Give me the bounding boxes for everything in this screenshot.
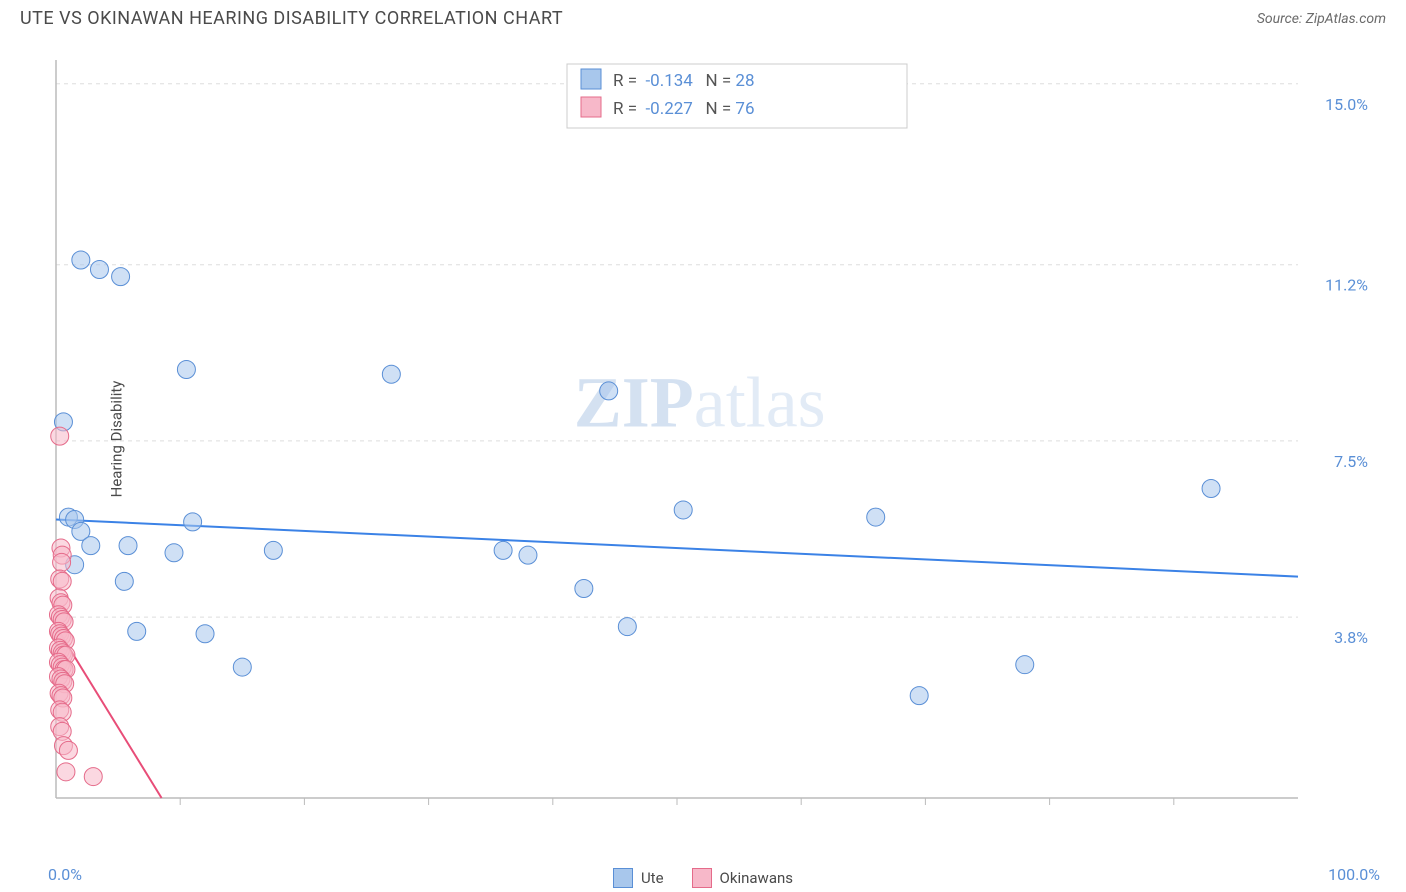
scatter-plot: 15.0% 11.2% 7.5% 3.8% ZIPatlas R = -0.134 N =… (48, 50, 1378, 828)
chart-title: UTE VS OKINAWAN HEARING DISABILITY CORRE… (20, 8, 563, 29)
y-tick-label: 3.8% (1334, 628, 1368, 647)
data-point (57, 763, 75, 781)
data-point (82, 537, 100, 555)
stats-swatch (581, 69, 601, 89)
legend-swatch (692, 868, 712, 888)
legend-item: Ute (613, 868, 664, 888)
source-label: Source: ZipAtlas.com (1257, 11, 1386, 27)
bottom-legend: Ute Okinawans (0, 868, 1406, 888)
data-point (165, 544, 183, 562)
data-point (1202, 480, 1220, 498)
data-point (264, 541, 282, 559)
data-point (618, 618, 636, 636)
data-point (72, 251, 90, 269)
data-point (184, 513, 202, 531)
svg-text:ZIPatlas: ZIPatlas (574, 363, 826, 443)
legend-item: Okinawans (692, 868, 793, 888)
stats-row: R = -0.134 N = 28 (613, 71, 755, 91)
trend-line (56, 519, 1298, 576)
y-axis-label: Hearing Disability (107, 381, 125, 498)
data-point (910, 687, 928, 705)
chart-area: Hearing Disability 15.0% 11.2% 7.5% 3.8% ZIP… (48, 50, 1378, 828)
x-axis-min-label: 0.0% (48, 865, 82, 884)
data-point (196, 625, 214, 643)
legend-swatch (613, 868, 633, 888)
data-point (600, 382, 618, 400)
stats-swatch (581, 97, 601, 117)
data-point (519, 546, 537, 564)
data-point (494, 541, 512, 559)
legend-label: Ute (641, 869, 664, 887)
data-point (53, 553, 71, 571)
stats-row: R = -0.227 N = 76 (613, 99, 755, 119)
legend-label: Okinawans (720, 869, 793, 887)
data-point (53, 572, 71, 590)
data-point (51, 427, 69, 445)
data-point (233, 658, 251, 676)
data-point (382, 365, 400, 383)
data-point (1016, 656, 1034, 674)
data-point (84, 768, 102, 786)
x-axis-max-label: 100.0% (1328, 865, 1380, 884)
data-point (575, 580, 593, 598)
data-point (674, 501, 692, 519)
data-point (177, 360, 195, 378)
data-point (90, 260, 108, 278)
y-tick-label: 7.5% (1334, 452, 1368, 471)
watermark: ZIPatlas (574, 363, 826, 443)
y-tick-label: 11.2% (1325, 276, 1368, 295)
y-tick-label: 15.0% (1325, 95, 1368, 114)
data-point (59, 741, 77, 759)
data-point (119, 537, 137, 555)
data-point (115, 572, 133, 590)
data-point (867, 508, 885, 526)
data-point (112, 268, 130, 286)
data-point (128, 622, 146, 640)
